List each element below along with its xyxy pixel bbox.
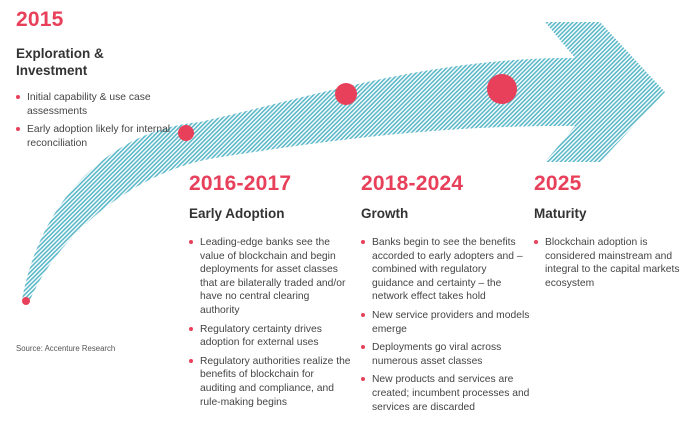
phase-title-maturity: Maturity	[534, 206, 587, 221]
list-item: Leading-edge banks see the value of bloc…	[189, 236, 351, 318]
list-item: Banks begin to see the benefits accorded…	[361, 236, 531, 304]
phase-bullets-2018-2024: Banks begin to see the benefits accorded…	[361, 236, 531, 419]
list-item: Initial capability & use case assessment…	[16, 91, 186, 118]
year-2016-2017: 2016-2017	[189, 172, 292, 195]
year-2018-2024: 2018-2024	[361, 172, 464, 195]
list-item: Blockchain adoption is considered mainst…	[534, 236, 696, 290]
list-item: Regulatory certainty drives adoption for…	[189, 323, 351, 350]
phase-title-growth: Growth	[361, 206, 409, 221]
phase-title-early-adoption: Early Adoption	[189, 206, 285, 221]
phase-bullets-2016-2017: Leading-edge banks see the value of bloc…	[189, 236, 351, 414]
list-item: New products and services are created; i…	[361, 373, 531, 414]
milestone-marker-1	[178, 125, 194, 141]
list-item: New service providers and models emerge	[361, 309, 531, 336]
source-note: Source: Accenture Research	[16, 344, 116, 353]
list-item: Early adoption likely for internal recon…	[16, 123, 186, 150]
year-2025: 2025	[534, 172, 582, 195]
milestone-marker-2	[335, 83, 357, 105]
list-item: Regulatory authorities realize the benef…	[189, 355, 351, 409]
list-item: Deployments go viral across numerous ass…	[361, 341, 531, 368]
phase-title-exploration: Exploration & Investment	[16, 46, 104, 78]
milestone-marker-start	[22, 297, 30, 305]
phase-bullets-2025: Blockchain adoption is considered mainst…	[534, 236, 696, 295]
milestone-marker-3	[487, 74, 517, 104]
phase-bullets-2015: Initial capability & use case assessment…	[16, 91, 186, 155]
year-2015: 2015	[16, 8, 64, 31]
